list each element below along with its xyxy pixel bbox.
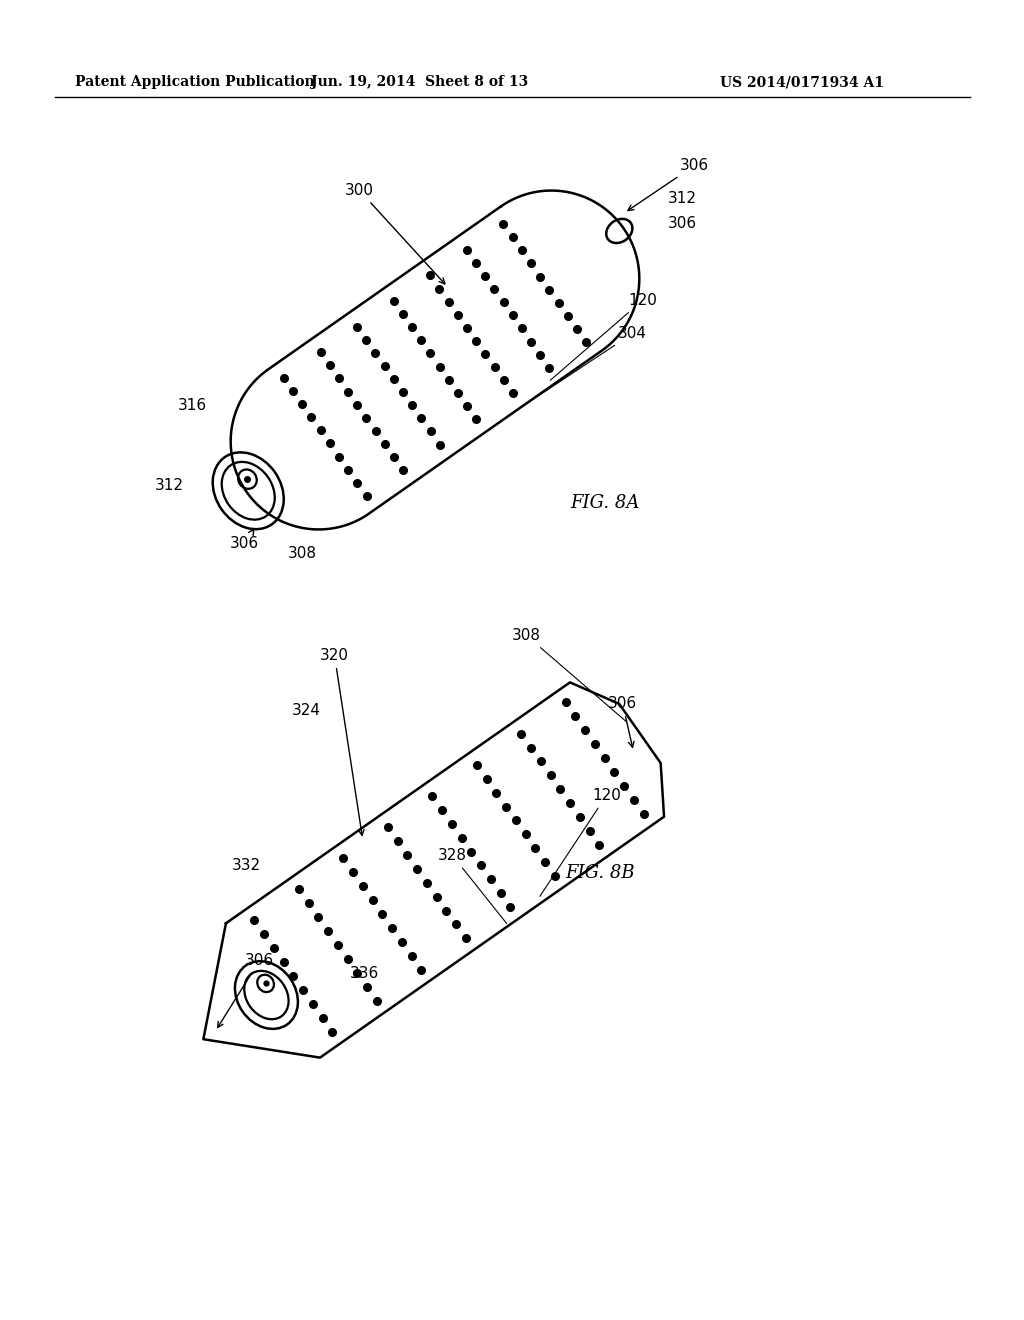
Text: 306: 306: [230, 529, 259, 550]
Text: 312: 312: [668, 191, 697, 206]
Text: 306: 306: [608, 696, 637, 747]
Text: US 2014/0171934 A1: US 2014/0171934 A1: [720, 75, 884, 88]
Text: 120: 120: [550, 293, 656, 380]
Ellipse shape: [606, 219, 633, 243]
Ellipse shape: [257, 974, 274, 993]
Text: 336: 336: [350, 966, 379, 981]
Text: 316: 316: [178, 399, 207, 413]
Ellipse shape: [222, 462, 274, 520]
Text: 332: 332: [232, 858, 261, 873]
Text: Jun. 19, 2014  Sheet 8 of 13: Jun. 19, 2014 Sheet 8 of 13: [311, 75, 528, 88]
Text: Patent Application Publication: Patent Application Publication: [75, 75, 314, 88]
Text: 300: 300: [345, 183, 444, 284]
Ellipse shape: [234, 961, 298, 1028]
Text: 308: 308: [512, 628, 627, 722]
Ellipse shape: [238, 470, 257, 488]
Text: 312: 312: [155, 478, 184, 492]
Text: 324: 324: [292, 704, 321, 718]
Text: 306: 306: [218, 953, 274, 1027]
Text: 328: 328: [438, 847, 507, 924]
Text: 306: 306: [628, 158, 710, 210]
Text: FIG. 8B: FIG. 8B: [565, 865, 635, 882]
Text: 304: 304: [520, 326, 647, 408]
Text: 308: 308: [288, 546, 317, 561]
Text: FIG. 8A: FIG. 8A: [570, 494, 639, 512]
Ellipse shape: [213, 453, 284, 529]
Text: 120: 120: [540, 788, 621, 896]
Ellipse shape: [245, 970, 289, 1019]
Text: 306: 306: [668, 216, 697, 231]
Text: 320: 320: [319, 648, 364, 836]
